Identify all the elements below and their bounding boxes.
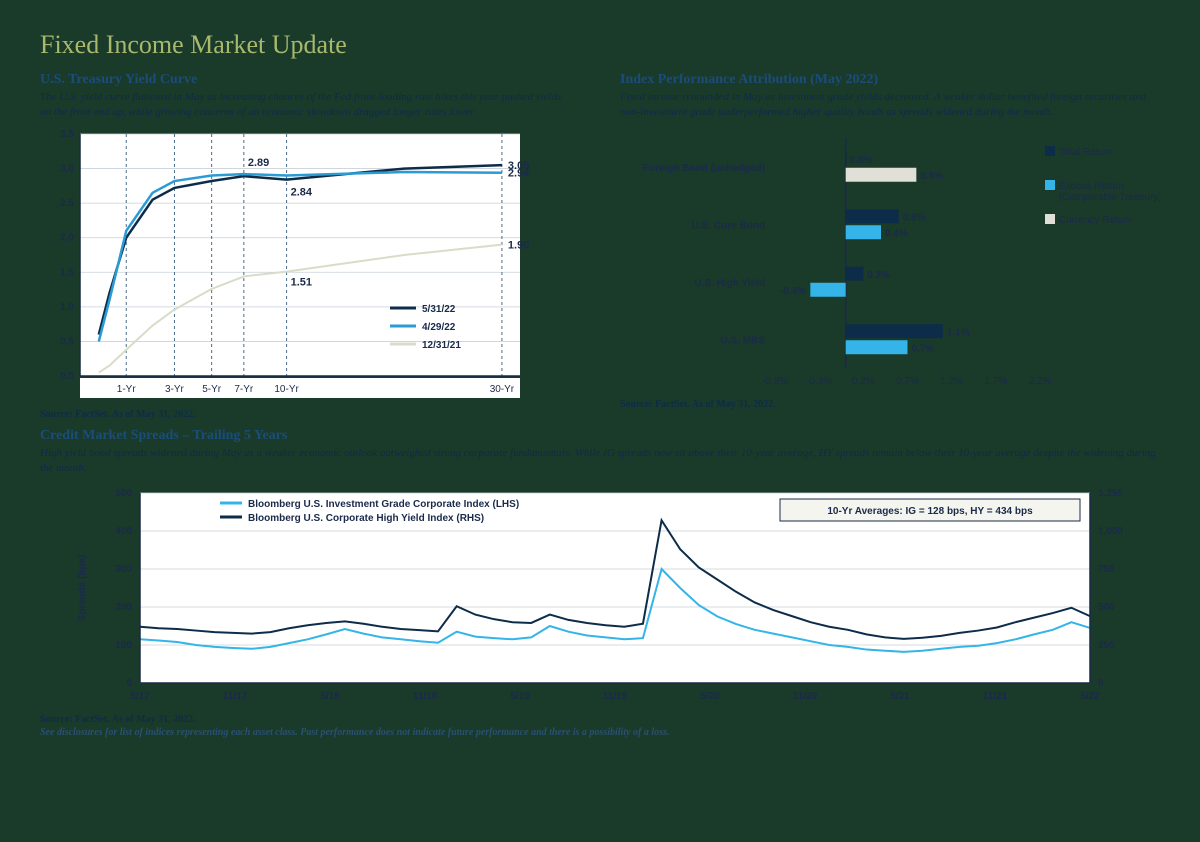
- attribution-chart: Foreign Bond (unhedged) 0.0% 0.8% U.S. Core…: [620, 126, 1160, 396]
- attribution-panel: Index Performance Attribution (May 2022)…: [620, 72, 1160, 420]
- svg-text:0.0%: 0.0%: [850, 154, 873, 165]
- svg-text:0.0: 0.0: [60, 371, 74, 382]
- svg-text:2.94: 2.94: [508, 167, 530, 179]
- svg-text:U.S. High Yield: U.S. High Yield: [694, 277, 765, 288]
- spreads-title: Credit Market Spreads – Trailing 5 Years: [40, 428, 1160, 444]
- yield-curve-subtitle: The U.S. yield curve flattened in May as…: [40, 90, 570, 120]
- svg-text:(Comparable Treasury): (Comparable Treasury): [1059, 192, 1160, 203]
- svg-text:2.0: 2.0: [60, 232, 74, 243]
- svg-text:11/21: 11/21: [983, 691, 1008, 702]
- svg-text:0.4%: 0.4%: [885, 228, 908, 239]
- svg-text:1.51: 1.51: [291, 276, 312, 288]
- svg-text:400: 400: [115, 526, 132, 537]
- svg-text:2.2%: 2.2%: [1029, 376, 1052, 387]
- svg-text:2.84: 2.84: [291, 186, 313, 198]
- svg-text:4/29/22: 4/29/22: [422, 322, 456, 333]
- svg-text:1-Yr: 1-Yr: [117, 384, 137, 395]
- svg-text:Spreads (bps): Spreads (bps): [77, 555, 88, 622]
- svg-text:11/18: 11/18: [413, 691, 438, 702]
- svg-text:Bloomberg U.S. Corporate High: Bloomberg U.S. Corporate High Yield Inde…: [248, 513, 484, 524]
- svg-text:0.6%: 0.6%: [903, 212, 926, 223]
- svg-text:1.2%: 1.2%: [940, 376, 963, 387]
- svg-text:5/22: 5/22: [1080, 691, 1100, 702]
- spreads-chart: 0 100 200 300 400 500 0 250 500 750 1,000 1,250 Spre…: [40, 481, 1160, 711]
- svg-text:5/19: 5/19: [510, 691, 530, 702]
- svg-text:0.5: 0.5: [60, 336, 74, 347]
- svg-text:0.8%: 0.8%: [920, 170, 943, 181]
- svg-text:1,000: 1,000: [1098, 526, 1123, 537]
- svg-text:0.7%: 0.7%: [912, 343, 935, 354]
- svg-text:5/31/22: 5/31/22: [422, 304, 456, 315]
- svg-text:11/17: 11/17: [223, 691, 248, 702]
- yield-curve-panel: U.S. Treasury Yield Curve The U.S. yield…: [40, 72, 570, 420]
- disclaimer: See disclosures for list of indices repr…: [40, 727, 1160, 738]
- page-title: Fixed Income Market Update: [40, 30, 1160, 60]
- svg-text:500: 500: [115, 488, 132, 499]
- svg-text:3.0: 3.0: [60, 163, 74, 174]
- attribution-source: Source: FactSet. As of May 31, 2022.: [620, 399, 1160, 410]
- svg-text:750: 750: [1098, 564, 1115, 575]
- spreads-panel: Credit Market Spreads – Trailing 5 Years…: [40, 428, 1160, 739]
- svg-text:1.1%: 1.1%: [947, 327, 970, 338]
- svg-text:0.2%: 0.2%: [867, 269, 890, 280]
- svg-text:Bloomberg U.S. Investment Grad: Bloomberg U.S. Investment Grade Corporat…: [248, 499, 519, 510]
- svg-text:5/18: 5/18: [320, 691, 340, 702]
- spreads-subtitle: High yield bond spreads widened during M…: [40, 446, 1160, 476]
- svg-text:3.5: 3.5: [60, 129, 74, 140]
- svg-text:Foreign Bond (unhedged): Foreign Bond (unhedged): [643, 162, 765, 173]
- svg-text:7-Yr: 7-Yr: [234, 384, 254, 395]
- svg-text:Currency Return: Currency Return: [1059, 215, 1132, 226]
- svg-text:2.5: 2.5: [60, 198, 74, 209]
- svg-text:U.S. Core Bond: U.S. Core Bond: [692, 220, 765, 231]
- yield-curve-title: U.S. Treasury Yield Curve: [40, 72, 570, 88]
- yield-curve-chart: 0.0 0.5 1.0 1.5 2.0 2.5 3.0 3.5 1-Yr 3-Yr 5-Yr 7-Yr…: [40, 126, 570, 406]
- svg-text:200: 200: [115, 602, 132, 613]
- svg-text:5/20: 5/20: [700, 691, 720, 702]
- svg-text:0.7%: 0.7%: [896, 376, 919, 387]
- svg-text:1.5: 1.5: [60, 267, 74, 278]
- svg-text:5/17: 5/17: [130, 691, 150, 702]
- top-row: U.S. Treasury Yield Curve The U.S. yield…: [40, 72, 1160, 420]
- svg-text:5-Yr: 5-Yr: [202, 384, 222, 395]
- svg-text:0.2%: 0.2%: [852, 376, 875, 387]
- svg-text:5/21: 5/21: [890, 691, 910, 702]
- svg-text:U.S. MBS: U.S. MBS: [721, 335, 766, 346]
- svg-text:1.7%: 1.7%: [984, 376, 1007, 387]
- svg-text:-0.8%: -0.8%: [762, 376, 788, 387]
- spreads-source: Source: FactSet. As of May 31, 2022.: [40, 714, 1160, 725]
- svg-text:1.0: 1.0: [60, 302, 74, 313]
- svg-text:-0.3%: -0.3%: [806, 376, 832, 387]
- svg-text:10-Yr Averages: IG = 128 bps,: 10-Yr Averages: IG = 128 bps, HY = 434 b…: [827, 506, 1033, 517]
- svg-text:30-Yr: 30-Yr: [490, 384, 515, 395]
- svg-text:11/20: 11/20: [793, 691, 818, 702]
- yield-curve-source: Source: FactSet. As of May 31, 2022.: [40, 409, 570, 420]
- svg-text:Excess Return: Excess Return: [1059, 181, 1124, 192]
- svg-text:1.90: 1.90: [508, 239, 529, 251]
- svg-text:-0.4%: -0.4%: [780, 285, 806, 296]
- attribution-title: Index Performance Attribution (May 2022): [620, 72, 1160, 88]
- svg-text:500: 500: [1098, 602, 1115, 613]
- svg-text:0: 0: [126, 678, 132, 689]
- svg-text:12/31/21: 12/31/21: [422, 340, 461, 351]
- svg-text:2.89: 2.89: [248, 157, 269, 169]
- svg-text:250: 250: [1098, 640, 1115, 651]
- svg-text:0: 0: [1098, 678, 1104, 689]
- attribution-subtitle: Fixed income rebounded in May as investm…: [620, 90, 1160, 120]
- svg-text:11/19: 11/19: [603, 691, 628, 702]
- svg-text:1,250: 1,250: [1098, 488, 1123, 499]
- svg-text:100: 100: [115, 640, 132, 651]
- svg-text:3-Yr: 3-Yr: [165, 384, 185, 395]
- svg-text:Total Return: Total Return: [1059, 147, 1113, 158]
- svg-text:10-Yr: 10-Yr: [274, 384, 299, 395]
- svg-text:300: 300: [115, 564, 132, 575]
